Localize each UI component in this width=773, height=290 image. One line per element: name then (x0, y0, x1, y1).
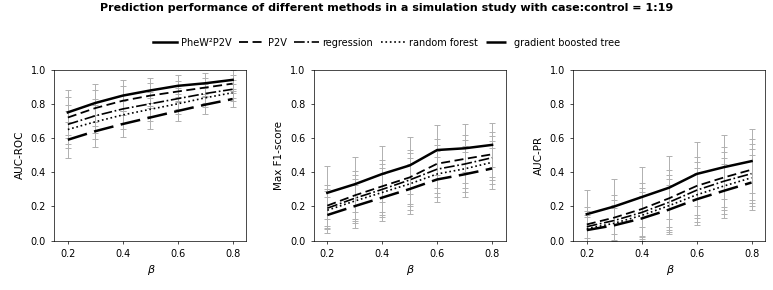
Legend: PheW²P2V, P2V, regression, random forest, gradient boosted tree: PheW²P2V, P2V, regression, random forest… (149, 34, 624, 52)
X-axis label: β: β (147, 264, 154, 275)
Y-axis label: AUC-PR: AUC-PR (534, 136, 543, 175)
Y-axis label: Max F1-score: Max F1-score (274, 121, 284, 190)
Y-axis label: AUC-ROC: AUC-ROC (15, 131, 25, 180)
Text: Prediction performance of different methods in a simulation study with case:cont: Prediction performance of different meth… (100, 3, 673, 13)
X-axis label: β: β (666, 264, 673, 275)
X-axis label: β: β (406, 264, 414, 275)
